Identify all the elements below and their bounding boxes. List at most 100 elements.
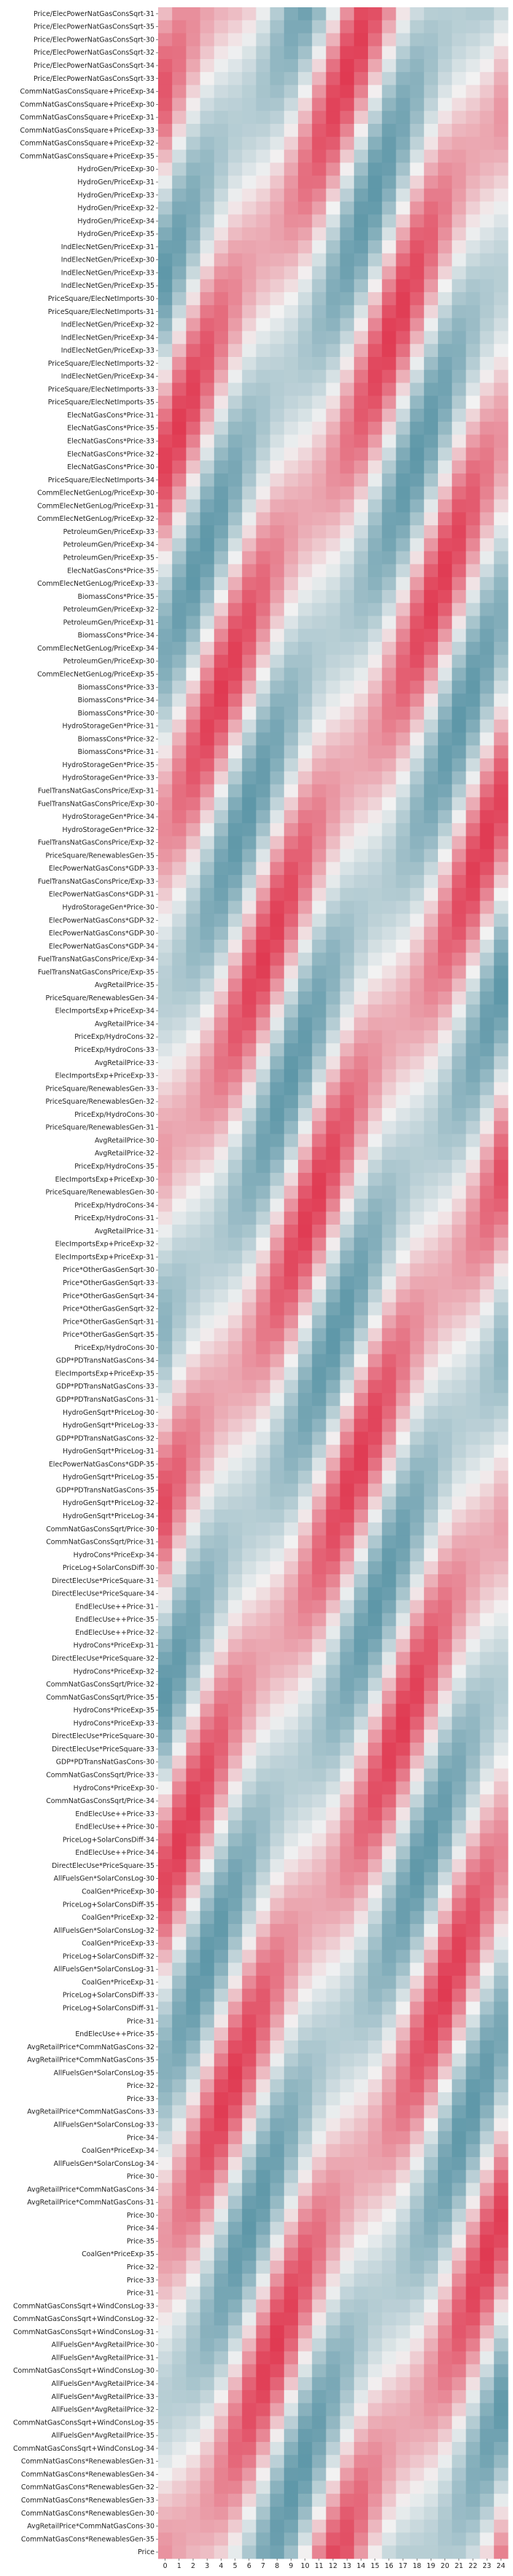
heatmap-cell bbox=[158, 1018, 173, 1031]
heatmap-cell bbox=[200, 227, 215, 240]
heatmap-cell bbox=[466, 2274, 480, 2287]
heatmap-cell bbox=[396, 1834, 410, 1847]
heatmap-cell bbox=[270, 1458, 285, 1471]
heatmap-cell bbox=[298, 2209, 313, 2222]
heatmap-cell bbox=[256, 1898, 270, 1911]
heatmap-cell bbox=[242, 1056, 256, 1069]
heatmap-cell bbox=[410, 1082, 425, 1095]
heatmap-cell bbox=[284, 2157, 299, 2170]
heatmap-cell bbox=[200, 2339, 215, 2352]
heatmap-cell bbox=[228, 1315, 243, 1328]
heatmap-cell bbox=[256, 20, 270, 34]
heatmap-cell bbox=[228, 1523, 243, 1536]
heatmap-cell bbox=[466, 2144, 480, 2157]
heatmap-cell bbox=[172, 254, 187, 267]
heatmap-cell bbox=[172, 189, 187, 202]
heatmap-cell bbox=[200, 2118, 215, 2132]
heatmap-cell bbox=[228, 1147, 243, 1160]
heatmap-cell bbox=[256, 189, 270, 202]
heatmap-cell bbox=[326, 1212, 340, 1225]
heatmap-cell bbox=[200, 2222, 215, 2235]
heatmap-cell bbox=[354, 2416, 369, 2429]
heatmap-cell bbox=[200, 1367, 215, 1381]
heatmap-cell bbox=[452, 176, 466, 189]
heatmap-cell bbox=[256, 279, 270, 292]
heatmap-cell bbox=[494, 1949, 509, 1963]
heatmap-cell bbox=[368, 512, 383, 525]
heatmap-cell bbox=[382, 940, 396, 953]
heatmap-cell bbox=[270, 2390, 285, 2403]
heatmap-cell bbox=[354, 2261, 369, 2274]
heatmap-cell bbox=[242, 318, 256, 331]
heatmap-cell bbox=[466, 875, 480, 888]
y-tick-label: HydroGen/PriceExp-31 bbox=[77, 178, 154, 186]
heatmap-cell bbox=[452, 1289, 466, 1303]
heatmap-cell bbox=[298, 564, 313, 577]
heatmap-cell bbox=[158, 2041, 173, 2054]
heatmap-cell bbox=[382, 1108, 396, 1121]
heatmap-cell bbox=[284, 694, 299, 707]
heatmap-cell bbox=[270, 214, 285, 227]
heatmap-cell bbox=[214, 2079, 229, 2092]
heatmap-cell bbox=[242, 1406, 256, 1419]
heatmap-cell bbox=[410, 785, 425, 798]
heatmap-cell bbox=[494, 797, 509, 810]
heatmap-cell bbox=[228, 1445, 243, 1458]
heatmap-cell bbox=[326, 2054, 340, 2067]
heatmap-cell bbox=[424, 1678, 439, 1691]
heatmap-cell bbox=[452, 745, 466, 758]
heatmap-cell bbox=[228, 1471, 243, 1484]
heatmap-cell bbox=[172, 1289, 187, 1303]
heatmap-cell bbox=[494, 267, 509, 280]
heatmap-cell bbox=[354, 2339, 369, 2352]
heatmap-cell bbox=[368, 991, 383, 1005]
heatmap-cell bbox=[410, 1794, 425, 1807]
heatmap-cell bbox=[396, 2014, 410, 2027]
heatmap-cell bbox=[158, 668, 173, 681]
heatmap-cell bbox=[410, 1924, 425, 1937]
heatmap-cell bbox=[340, 34, 355, 47]
heatmap-cell bbox=[284, 680, 299, 694]
heatmap-cell bbox=[284, 2261, 299, 2274]
heatmap-cell bbox=[214, 551, 229, 565]
heatmap-cell bbox=[200, 1743, 215, 1756]
heatmap-cell bbox=[494, 1432, 509, 1445]
heatmap-cell bbox=[158, 2261, 173, 2274]
heatmap-cell bbox=[326, 823, 340, 836]
heatmap-cell bbox=[158, 500, 173, 513]
heatmap-cell bbox=[480, 1536, 495, 1549]
heatmap-cell bbox=[172, 1303, 187, 1316]
heatmap-cell bbox=[326, 1043, 340, 1056]
heatmap-cell bbox=[312, 1613, 326, 1626]
heatmap-cell bbox=[480, 227, 495, 240]
heatmap-cell bbox=[312, 888, 326, 901]
heatmap-cell bbox=[410, 137, 425, 150]
heatmap-cell bbox=[396, 720, 410, 733]
heatmap-cell bbox=[228, 1691, 243, 1704]
heatmap-cell bbox=[438, 1691, 453, 1704]
heatmap-cell bbox=[410, 460, 425, 474]
heatmap-cell bbox=[396, 279, 410, 292]
heatmap-cell bbox=[242, 901, 256, 914]
heatmap-cell bbox=[312, 1030, 326, 1043]
heatmap-cell bbox=[312, 668, 326, 681]
heatmap-cell bbox=[326, 720, 340, 733]
heatmap-cell bbox=[256, 1406, 270, 1419]
heatmap-cell bbox=[298, 2027, 313, 2041]
heatmap-cell bbox=[186, 1056, 200, 1069]
heatmap-cell bbox=[214, 2054, 229, 2067]
heatmap-cell bbox=[172, 525, 187, 538]
heatmap-cell bbox=[438, 978, 453, 991]
heatmap-cell bbox=[270, 1587, 285, 1601]
heatmap-cell bbox=[214, 1976, 229, 1989]
heatmap-cell bbox=[228, 1729, 243, 1743]
heatmap-cell bbox=[438, 629, 453, 642]
heatmap-cell bbox=[284, 991, 299, 1005]
heatmap-cell bbox=[312, 1056, 326, 1069]
heatmap-cell bbox=[382, 1095, 396, 1108]
heatmap-cell bbox=[354, 409, 369, 422]
heatmap-cell bbox=[438, 435, 453, 448]
heatmap-cell bbox=[494, 1652, 509, 1665]
heatmap-cell bbox=[186, 46, 200, 59]
heatmap-cell bbox=[200, 1976, 215, 1989]
